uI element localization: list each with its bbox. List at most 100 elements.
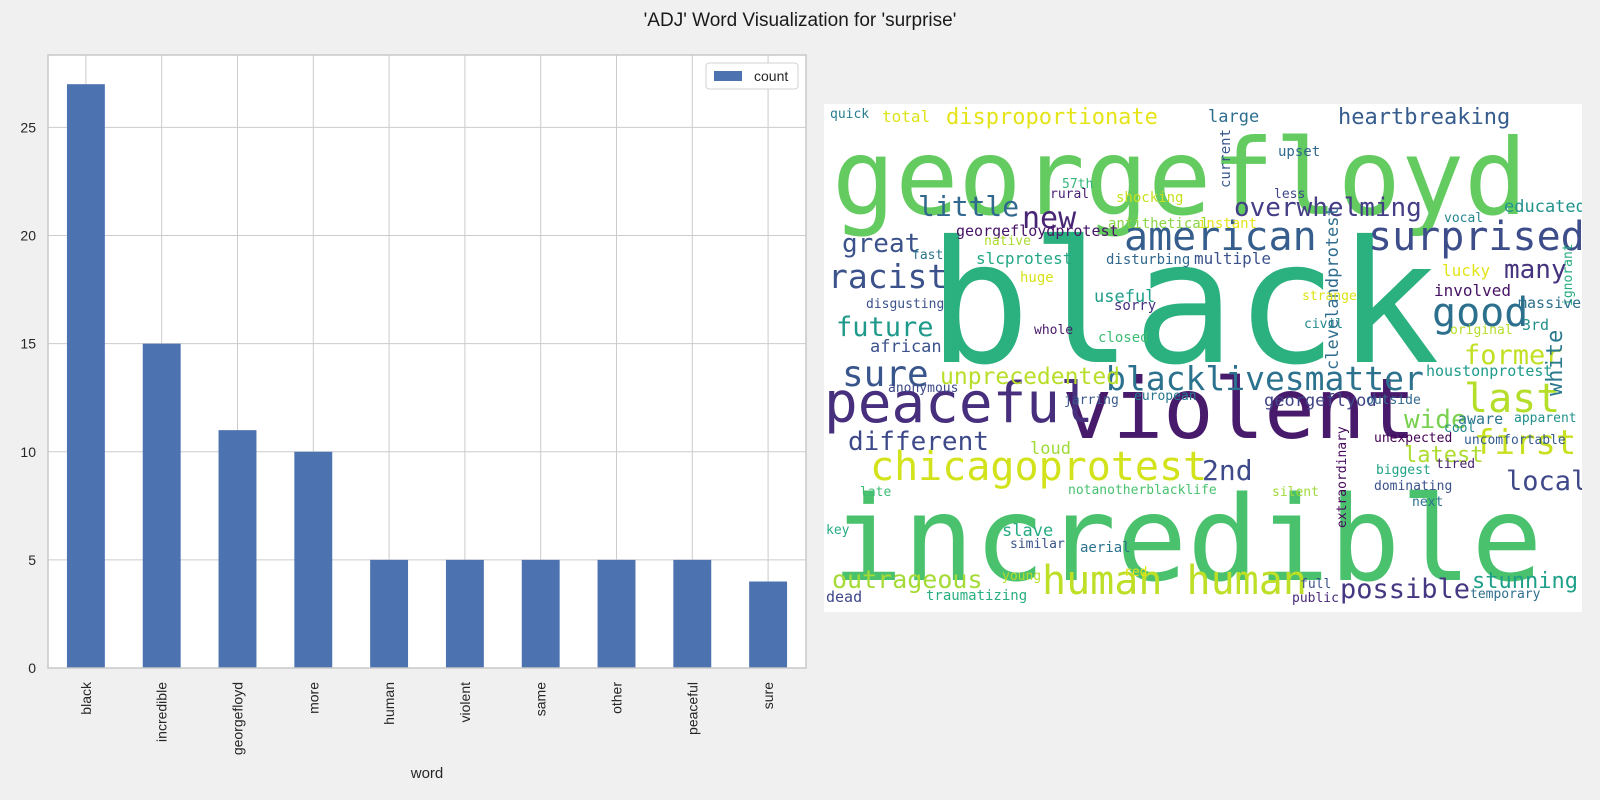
word-cloud-word: temporary	[1470, 587, 1541, 602]
word-cloud-word: anonymous	[888, 381, 958, 396]
word-cloud-word: less	[1274, 187, 1305, 202]
word-cloud-word: large	[1208, 107, 1259, 127]
bar-incredible	[142, 343, 181, 668]
y-tick-label: 10	[20, 444, 36, 460]
word-cloud-word: disturbing	[1106, 252, 1190, 268]
word-cloud-word: dead	[826, 588, 862, 606]
x-tick-label: black	[78, 681, 94, 715]
word-cloud-word: different	[848, 427, 989, 457]
y-tick-label: 20	[20, 228, 36, 244]
word-cloud-word: stunning	[1472, 569, 1578, 594]
word-cloud-word: outside	[1366, 393, 1421, 408]
bar-other	[597, 559, 636, 668]
word-cloud-word: white	[1543, 330, 1568, 396]
word-cloud-word: sure	[842, 354, 929, 395]
word-cloud-word: original	[1450, 323, 1513, 338]
word-cloud-word: aware	[1458, 410, 1503, 428]
word-cloud-word: antithetical	[1108, 216, 1209, 232]
word-cloud-word: involved	[1434, 281, 1511, 300]
word-cloud-word: educated	[1504, 197, 1582, 217]
word-cloud-word: total	[882, 107, 930, 126]
x-tick-label: human	[381, 682, 397, 725]
word-cloud-word: upset	[1278, 144, 1320, 160]
word-cloud-word: little	[918, 190, 1019, 223]
word-cloud-word: biggest	[1376, 463, 1431, 478]
y-tick-label: 25	[20, 119, 36, 135]
word-cloud-word: apparent	[1514, 411, 1577, 426]
word-cloud-word: american	[1124, 214, 1317, 260]
word-cloud-word: unprecedented	[940, 364, 1120, 390]
word-cloud-word: 2nd	[1202, 454, 1253, 487]
word-cloud-word: tired	[1436, 457, 1475, 472]
word-cloud-word: overwhelming	[1234, 193, 1422, 223]
word-cloud-word: loud	[1030, 439, 1071, 459]
word-cloud-word: houstonprotest	[1426, 362, 1552, 380]
word-cloud-word: useful	[1094, 287, 1155, 307]
word-cloud-word: unexpected	[1374, 431, 1452, 446]
word-cloud-word: slave	[1002, 521, 1053, 541]
bar-sure	[749, 581, 788, 668]
x-tick-label: same	[533, 682, 549, 716]
word-cloud-word: peaceful	[824, 371, 1094, 436]
word-cloud-word: cool	[1444, 421, 1475, 436]
word-cloud-word: current	[1218, 129, 1234, 188]
word-cloud-word: whole	[1034, 323, 1073, 338]
word-cloud-word: 57th	[1062, 177, 1093, 192]
word-cloud-word: heartbreaking	[1338, 105, 1510, 130]
word-cloud-word: fast	[912, 248, 943, 263]
word-cloud-word: great	[842, 229, 920, 259]
word-cloud-word: multiple	[1194, 249, 1271, 268]
word-cloud-word: clevelandprotest	[1323, 206, 1343, 370]
word-cloud-word: shocking	[1116, 190, 1183, 206]
word-cloud-word: notanotherblacklife	[1068, 483, 1217, 498]
word-cloud-word: incredible	[832, 470, 1542, 608]
word-cloud-word: full	[1300, 577, 1331, 592]
word-cloud-word: sorry	[1114, 298, 1156, 314]
word-cloud-word: new	[1022, 201, 1077, 236]
word-cloud-word: future	[836, 312, 934, 343]
bar-peaceful	[673, 559, 712, 668]
word-cloud-word: african	[870, 337, 942, 357]
word-cloud-word: european	[1134, 389, 1197, 404]
x-tick-label: other	[609, 682, 625, 714]
word-cloud-word: similar	[1010, 537, 1065, 552]
word-cloud-word: disgusting	[866, 297, 944, 312]
word-cloud-word: late	[860, 485, 891, 500]
word-cloud-word: huge	[1020, 270, 1054, 286]
bar-violent	[445, 559, 484, 668]
word-cloud-word: native	[984, 234, 1031, 249]
word-cloud-word: georgeflyod	[1264, 391, 1377, 411]
word-cloud-word: 3rd	[1522, 316, 1549, 334]
word-cloud-word: outrageous	[832, 565, 983, 594]
word-cloud-word: red	[1124, 565, 1147, 580]
word-cloud-word: former	[1464, 340, 1562, 371]
word-cloud-word: massive	[1518, 294, 1581, 312]
word-cloud-word: lucky	[1442, 261, 1491, 280]
x-axis-label: word	[410, 765, 444, 782]
word-cloud-word: many	[1504, 255, 1567, 285]
word-cloud-word: georgefloydprotest	[956, 222, 1119, 240]
word-cloud-word: quick	[830, 107, 869, 122]
word-cloud-word: dominating	[1374, 479, 1452, 494]
bar-chart: 0 5 10 15 20 25 black incredible georgefloyd more…	[20, 54, 807, 782]
bar-georgefloyd	[218, 430, 257, 668]
word-cloud-word: wide	[1404, 405, 1467, 435]
bar-human	[370, 559, 409, 668]
word-cloud-word: traumatizing	[926, 588, 1027, 604]
x-tick-label: georgefloyd	[230, 682, 246, 755]
word-cloud-word: rural	[1050, 187, 1089, 202]
word-cloud-word: silent	[1272, 485, 1319, 500]
word-cloud-word: extraordinary	[1335, 426, 1350, 528]
word-cloud-word: slcprotest	[976, 249, 1072, 268]
word-cloud-word: human human	[1042, 558, 1307, 604]
word-cloud-word: black	[928, 205, 1440, 403]
x-tick-label: incredible	[154, 682, 170, 742]
word-cloud-word: first	[1474, 423, 1576, 463]
word-cloud-word: chicagoprotest	[870, 444, 1207, 490]
word-cloud-word: public	[1292, 591, 1339, 606]
word-cloud-word: racist	[828, 257, 947, 296]
word-cloud-word: strange	[1302, 289, 1357, 304]
word-cloud-word: disproportionate	[946, 105, 1158, 130]
word-cloud-word: local	[1506, 466, 1582, 497]
x-tick-label: violent	[457, 682, 473, 723]
